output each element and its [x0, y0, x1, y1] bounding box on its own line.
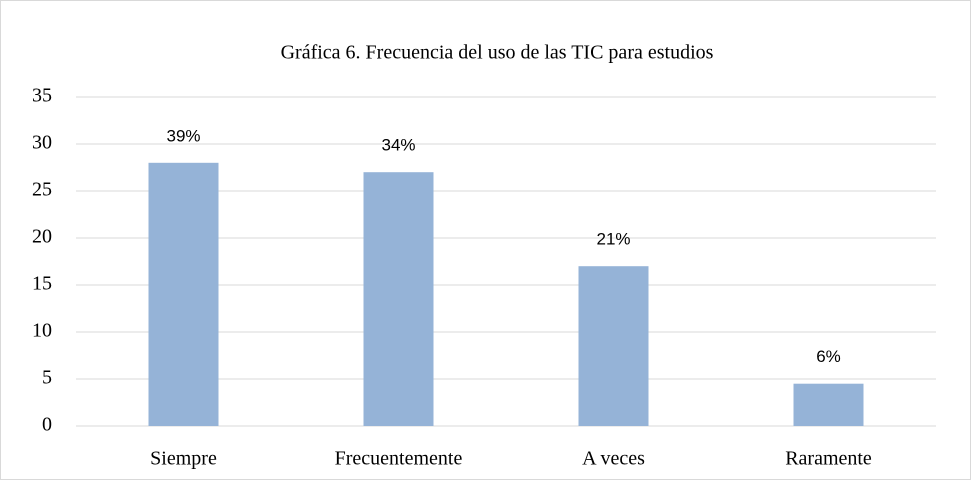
- bar-annotation: 6%: [816, 347, 841, 366]
- x-tick-label: A veces: [582, 448, 645, 470]
- y-tick-label: 15: [32, 273, 52, 295]
- y-tick-label: 30: [32, 132, 52, 154]
- y-tick-label: 10: [32, 320, 52, 342]
- y-tick-label: 25: [32, 179, 52, 201]
- bar: [793, 383, 864, 426]
- bar: [148, 162, 219, 427]
- bar-annotation: 39%: [166, 126, 200, 145]
- y-tick-label: 35: [32, 85, 52, 107]
- x-tick-label: Frecuentemente: [335, 448, 463, 470]
- bar: [578, 266, 649, 426]
- y-tick-label: 20: [32, 226, 52, 248]
- bar-annotation: 21%: [596, 230, 630, 249]
- x-tick-label: Raramente: [785, 448, 872, 470]
- y-tick-label: 0: [42, 414, 52, 436]
- bar-annotation: 34%: [381, 136, 415, 155]
- bar: [363, 172, 434, 426]
- chart-title: Gráfica 6. Frecuencia del uso de las TIC…: [281, 42, 714, 64]
- x-tick-label: Siempre: [150, 448, 217, 470]
- y-tick-label: 5: [42, 367, 52, 389]
